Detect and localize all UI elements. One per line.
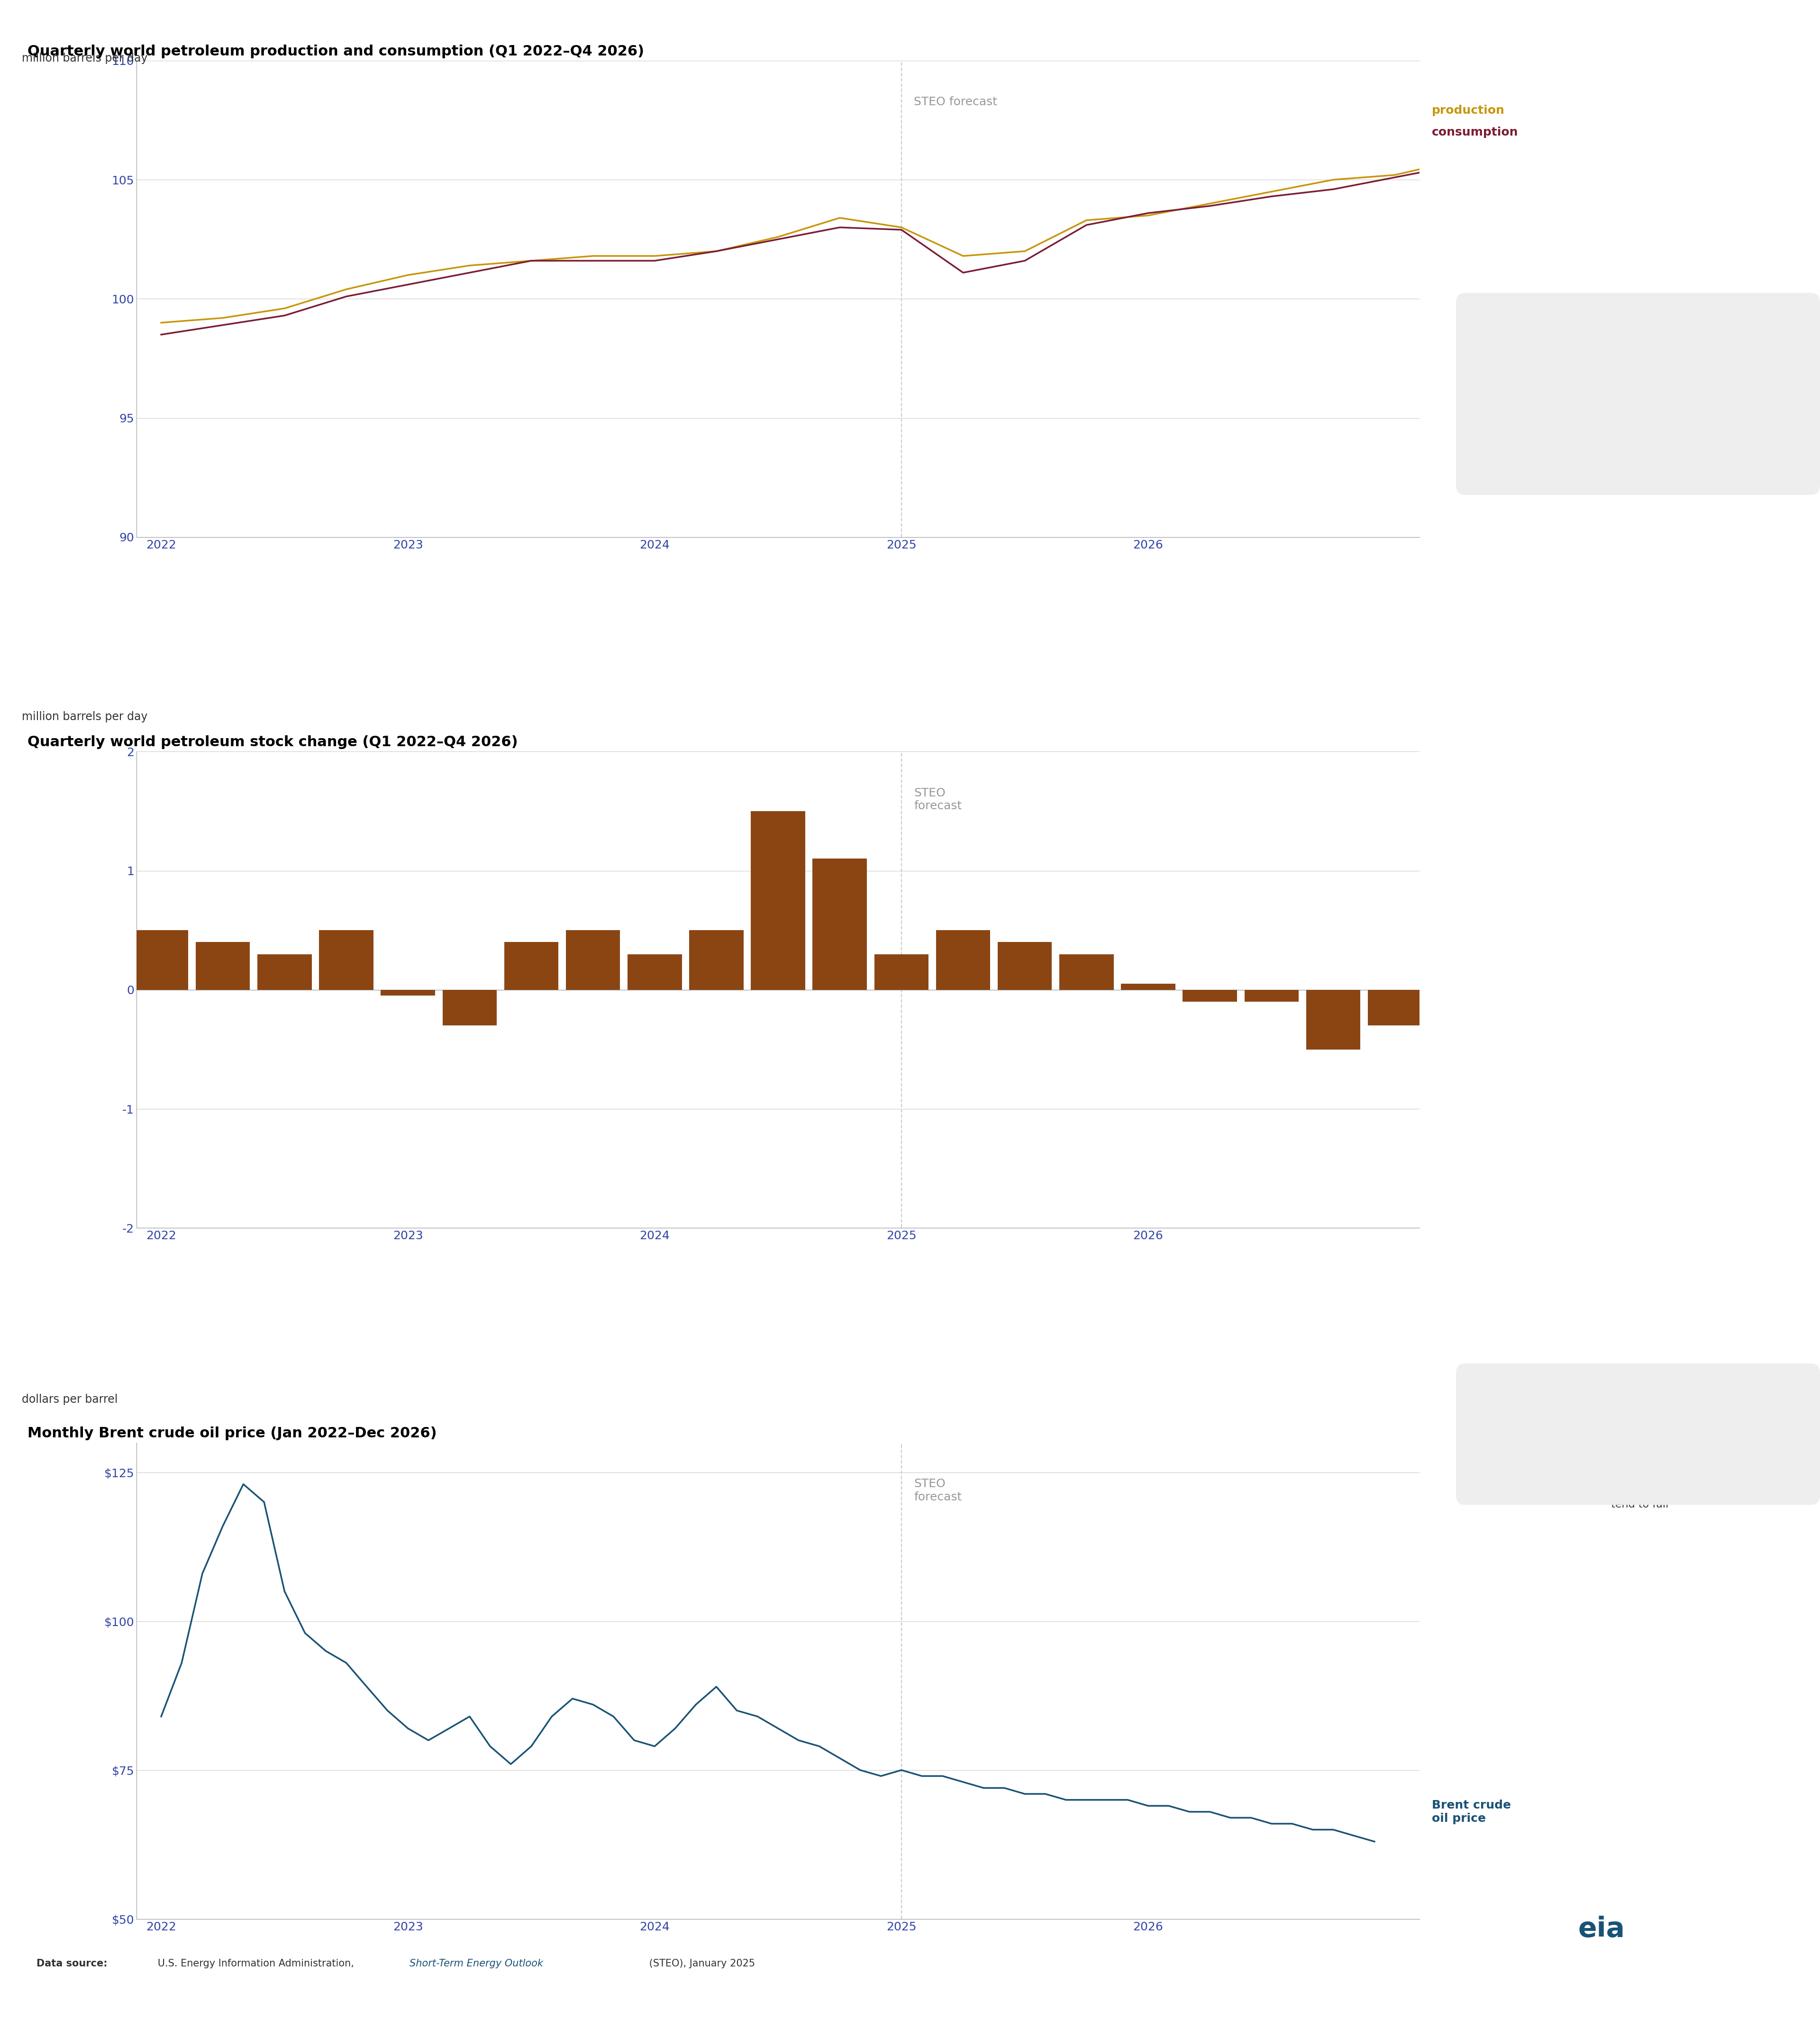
Text: (STEO), January 2025: (STEO), January 2025 [646,1959,755,1967]
Bar [935,931,990,990]
Text: ...and as: ...and as [1614,1420,1662,1428]
Text: STEO forecast: STEO forecast [914,97,997,107]
Bar [135,931,187,990]
Bar [997,941,1052,990]
Text: Quarterly world petroleum production and consumption (Q1 2022–Q4 2026): Quarterly world petroleum production and… [27,44,644,59]
Text: consumption: consumption [1432,127,1518,137]
Bar [1800,907,1820,990]
Bar [1245,990,1299,1002]
Bar [1429,966,1483,990]
Text: STEO
forecast: STEO forecast [914,1479,961,1503]
Bar [318,931,373,990]
Bar [442,990,497,1026]
Bar [1552,953,1607,990]
Text: exceeds: exceeds [1614,444,1662,465]
Text: Brent crude
oil price: Brent crude oil price [1432,1800,1511,1824]
Bar [1614,907,1669,990]
Text: increase,: increase, [1613,1454,1663,1475]
Bar [752,812,804,990]
Bar [1183,990,1238,1002]
Text: production: production [1605,420,1671,428]
Bar [197,941,249,990]
Text: tend to fall: tend to fall [1607,1501,1669,1509]
Text: U.S. Energy Information Administration,: U.S. Energy Information Administration, [155,1959,357,1967]
Text: Short-Term Energy Outlook: Short-Term Energy Outlook [410,1959,542,1967]
Text: Data source:: Data source: [36,1959,107,1967]
Text: petroleum stocks
increase when: petroleum stocks increase when [1592,368,1684,400]
Text: consumption...: consumption... [1594,477,1682,485]
Bar [628,953,682,990]
Bar [812,858,866,990]
Text: million barrels per day: million barrels per day [22,53,147,65]
Bar [380,990,435,996]
Text: production: production [1432,105,1505,117]
Text: million barrels per day: million barrels per day [22,711,147,723]
Text: Monthly Brent crude oil price (Jan 2022–Dec 2026): Monthly Brent crude oil price (Jan 2022–… [27,1426,437,1440]
Bar [1307,990,1360,1048]
Bar [690,931,744,990]
Text: crude oil prices: crude oil prices [1592,1481,1684,1489]
Bar [1121,984,1176,990]
Text: stocks: stocks [1620,1440,1656,1448]
Bar [1676,883,1731,990]
Text: STEO
forecast: STEO forecast [914,788,961,812]
Bar [566,931,621,990]
Bar [1059,953,1114,990]
Text: dollars per barrel: dollars per barrel [22,1394,118,1406]
Text: implied
stock draws: implied stock draws [1600,1079,1676,1103]
Bar [1738,931,1793,990]
Bar [504,941,559,990]
Text: implied
stock builds: implied stock builds [1600,982,1676,1006]
Bar [257,953,311,990]
Text: eia: eia [1578,1915,1625,1943]
Bar [874,953,928,990]
Bar [1491,966,1545,990]
Text: Quarterly world petroleum stock change (Q1 2022–Q4 2026): Quarterly world petroleum stock change (… [27,735,519,749]
Bar [1369,990,1421,1026]
